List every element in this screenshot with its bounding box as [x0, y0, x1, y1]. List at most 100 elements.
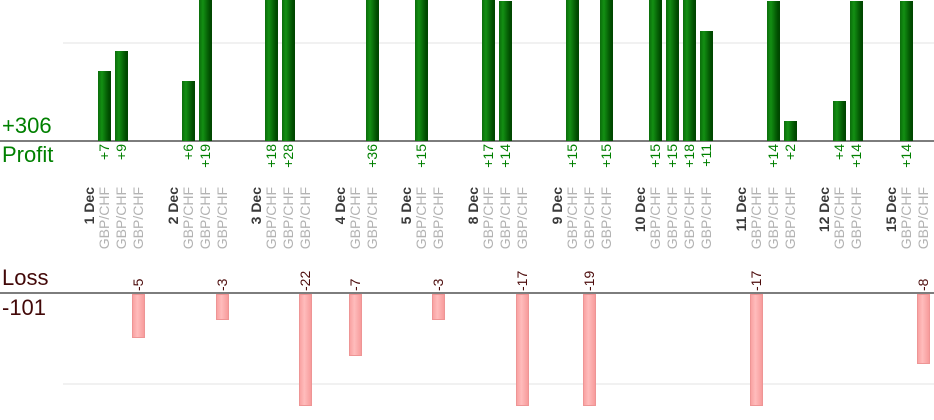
symbol-label: GBP/CHF	[280, 187, 296, 250]
loss-bar	[132, 294, 145, 338]
symbol-label: GBP/CHF	[598, 187, 614, 250]
symbol-label: GBP/CHF	[581, 187, 597, 250]
profit-value-label: +7	[96, 144, 112, 160]
profit-value-label: +15	[647, 144, 663, 168]
loss-bar	[750, 294, 763, 406]
symbol-label: GBP/CHF	[263, 187, 279, 250]
loss-bar	[583, 294, 596, 406]
symbol-label: GBP/CHF	[364, 187, 380, 250]
profit-value-label: +14	[497, 144, 513, 168]
loss-axis-title: Loss	[2, 265, 49, 290]
profit-bar	[850, 1, 863, 141]
profit-bar	[649, 0, 662, 141]
date-label: 2 Dec	[165, 187, 181, 225]
date-label: 11 Dec	[733, 187, 749, 232]
symbol-label: GBP/CHF	[180, 187, 196, 250]
symbol-label: GBP/CHF	[297, 187, 313, 250]
symbol-label: GBP/CHF	[647, 187, 663, 250]
profit-bar	[265, 0, 278, 141]
symbol-label: GBP/CHF	[214, 187, 230, 250]
profit-value-label: +9	[113, 144, 129, 160]
profit-bar	[767, 1, 780, 141]
profit-bar	[366, 0, 379, 141]
profit-value-label: +15	[598, 144, 614, 168]
profit-bar	[683, 0, 696, 141]
profit-bar	[700, 31, 713, 141]
loss-value-label: -22	[297, 270, 313, 291]
symbol-label: GBP/CHF	[681, 187, 697, 250]
profit-value-label: +14	[898, 144, 914, 168]
profit-bar	[600, 0, 613, 141]
profit-bar	[566, 0, 579, 141]
profit-value-label: +4	[831, 144, 847, 160]
symbol-label: GBP/CHF	[514, 187, 530, 250]
profit-value-label: +15	[564, 144, 580, 168]
symbol-label: GBP/CHF	[480, 187, 496, 250]
symbol-label: GBP/CHF	[915, 187, 931, 250]
profit-bar	[282, 0, 295, 141]
profit-bar	[833, 101, 846, 141]
date-label: 8 Dec	[465, 187, 481, 225]
symbol-label: GBP/CHF	[698, 187, 714, 250]
loss-bar	[432, 294, 445, 320]
profit-value-label: +17	[480, 144, 496, 168]
profit-bar	[666, 0, 679, 141]
profit-gridline	[63, 42, 934, 44]
loss-bar	[349, 294, 362, 356]
loss-total-label: -101	[2, 295, 47, 320]
loss-value-label: -17	[514, 270, 530, 291]
profit-total-label: +306	[2, 113, 52, 138]
symbol-label: GBP/CHF	[197, 187, 213, 250]
profit-value-label: +19	[197, 144, 213, 168]
loss-value-label: -17	[748, 270, 764, 291]
symbol-label: GBP/CHF	[564, 187, 580, 250]
profit-bar	[900, 1, 913, 141]
profit-bar	[499, 1, 512, 141]
profit-bar	[199, 0, 212, 141]
profit-value-label: +14	[765, 144, 781, 168]
symbol-label: GBP/CHF	[831, 187, 847, 250]
loss-axis-line	[0, 292, 934, 294]
symbol-label: GBP/CHF	[848, 187, 864, 250]
date-label: 10 Dec	[632, 187, 648, 233]
loss-value-label: -3	[430, 278, 446, 291]
date-label: 5 Dec	[398, 187, 414, 225]
symbol-label: GBP/CHF	[113, 187, 129, 250]
profit-axis-line	[0, 140, 934, 142]
symbol-label: GBP/CHF	[497, 187, 513, 250]
date-label: 3 Dec	[248, 187, 264, 225]
profit-value-label: +6	[180, 144, 196, 160]
loss-value-label: -7	[347, 278, 363, 291]
loss-value-label: -8	[915, 278, 931, 291]
profit-bar	[415, 0, 428, 141]
loss-bar	[516, 294, 529, 406]
loss-value-label: -5	[130, 278, 146, 291]
date-label: 15 Dec	[883, 187, 899, 233]
date-label: 9 Dec	[549, 187, 565, 225]
loss-bar	[299, 294, 312, 406]
date-label: 1 Dec	[81, 187, 97, 225]
symbol-label: GBP/CHF	[782, 187, 798, 250]
symbol-label: GBP/CHF	[96, 187, 112, 250]
profit-bar	[784, 121, 797, 141]
symbol-label: GBP/CHF	[898, 187, 914, 250]
symbol-label: GBP/CHF	[413, 187, 429, 250]
profit-value-label: +28	[280, 144, 296, 168]
profit-bar	[98, 71, 111, 141]
symbol-label: GBP/CHF	[347, 187, 363, 250]
profit-axis-title: Profit	[2, 142, 54, 167]
loss-value-label: -3	[214, 278, 230, 291]
symbol-label: GBP/CHF	[664, 187, 680, 250]
date-label: 12 Dec	[816, 187, 832, 233]
profit-value-label: +18	[681, 144, 697, 168]
profit-value-label: +15	[413, 144, 429, 168]
profit-value-label: +36	[364, 144, 380, 168]
profit-value-label: +18	[263, 144, 279, 168]
profit-value-label: +11	[698, 144, 714, 167]
profit-value-label: +14	[848, 144, 864, 168]
profit-bar	[182, 81, 195, 141]
loss-bar	[216, 294, 229, 320]
profit-bar	[115, 51, 128, 141]
symbol-label: GBP/CHF	[765, 187, 781, 250]
